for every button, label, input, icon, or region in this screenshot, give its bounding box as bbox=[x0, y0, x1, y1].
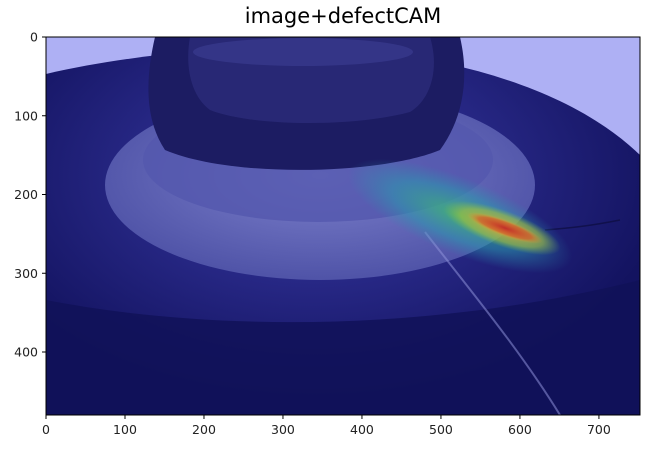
x-tick-label: 600 bbox=[508, 422, 532, 437]
x-tick-label: 300 bbox=[271, 422, 295, 437]
x-tick-label: 100 bbox=[113, 422, 137, 437]
axes-frame bbox=[45, 36, 641, 416]
axis-ticks: 0 100 200 300 400 500 600 700 0 100 200 300 400 bbox=[14, 30, 611, 438]
y-tick-label: 400 bbox=[14, 345, 38, 360]
x-tick-label: 200 bbox=[192, 422, 216, 437]
y-tick-label: 200 bbox=[14, 187, 38, 202]
chart-title: image+defectCAM bbox=[244, 4, 442, 28]
heatmap-image bbox=[46, 37, 640, 415]
cam-hotspot bbox=[347, 158, 573, 274]
crack-line bbox=[424, 231, 561, 415]
x-tick-label: 500 bbox=[429, 422, 453, 437]
shadow-region bbox=[46, 280, 640, 415]
y-tick-label: 0 bbox=[30, 30, 38, 45]
y-tick-label: 100 bbox=[14, 108, 38, 123]
x-tick-label: 700 bbox=[587, 422, 611, 437]
x-tick-label: 400 bbox=[350, 422, 374, 437]
x-tick-label: 0 bbox=[42, 422, 50, 437]
y-tick-label: 300 bbox=[14, 266, 38, 281]
